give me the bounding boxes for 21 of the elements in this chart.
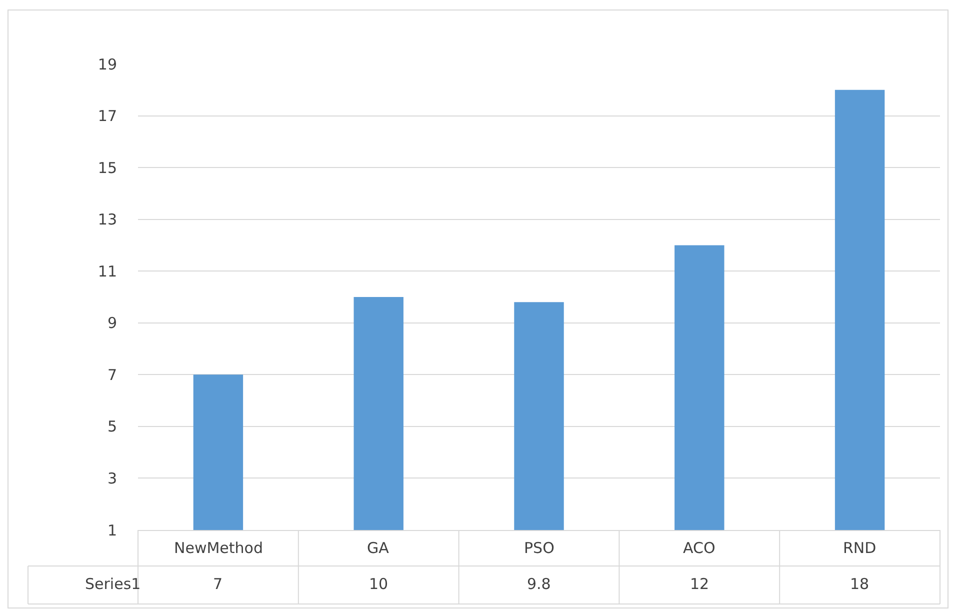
data-label: 7 bbox=[213, 575, 223, 593]
x-tick-label: ACO bbox=[683, 539, 716, 557]
x-tick-label: PSO bbox=[524, 539, 554, 557]
y-tick-label: 1 bbox=[107, 521, 117, 540]
y-tick-label: 3 bbox=[107, 469, 117, 488]
y-tick-label: 5 bbox=[107, 418, 117, 436]
x-tick-label: NewMethod bbox=[174, 539, 263, 557]
data-label: 18 bbox=[850, 575, 870, 593]
data-label: 12 bbox=[690, 575, 710, 593]
y-tick-label: 7 bbox=[107, 366, 117, 384]
y-tick-label: 15 bbox=[98, 158, 117, 177]
y-tick-label: 9 bbox=[107, 314, 117, 332]
y-tick-label: 19 bbox=[98, 55, 117, 74]
y-tick-label: 13 bbox=[98, 210, 117, 229]
x-tick-label: GA bbox=[367, 539, 390, 557]
text: Series1 bbox=[85, 575, 141, 593]
x-tick-label: RND bbox=[843, 539, 876, 557]
y-tick-label: 11 bbox=[98, 262, 117, 280]
y-tick-label: 17 bbox=[98, 107, 117, 126]
data-label: 9.8 bbox=[527, 575, 551, 593]
data-label: 10 bbox=[369, 575, 388, 593]
